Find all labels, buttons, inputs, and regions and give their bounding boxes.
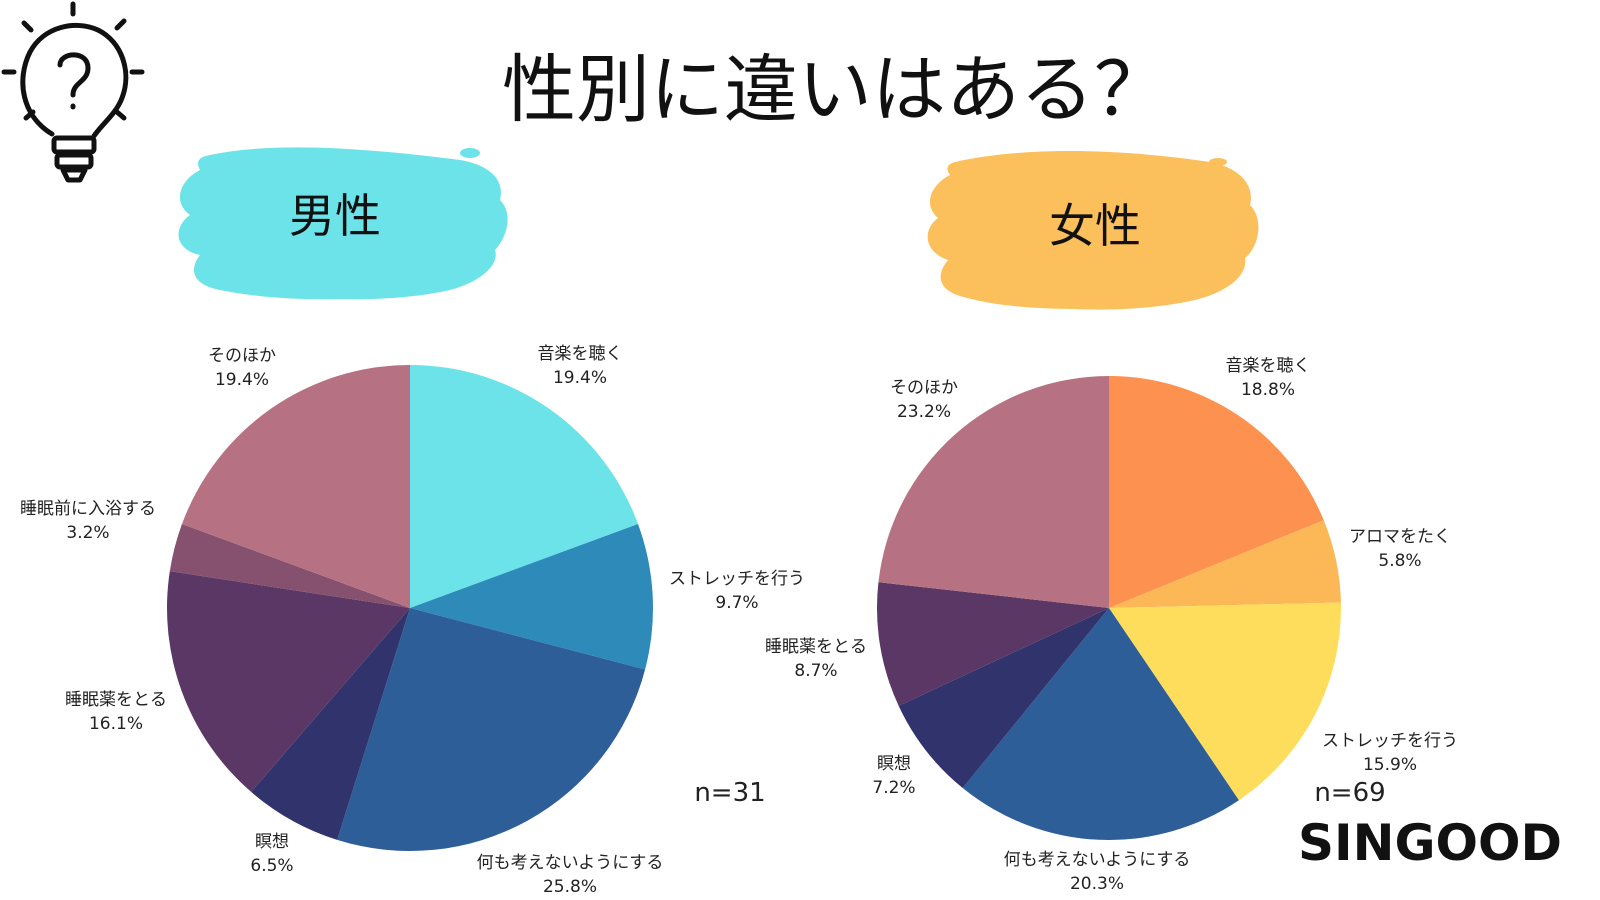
pie-slice	[251, 608, 410, 840]
slice-label: 音楽を聴く	[1226, 356, 1311, 376]
male-badge: 男性	[178, 147, 508, 300]
male-sample-size: n=31	[694, 778, 765, 808]
pie-slice	[898, 608, 1109, 789]
slice-label: 睡眠薬をとる	[65, 690, 167, 710]
female-pie-chart: 音楽を聴く 18.8% アロマをたく 5.8% ストレッチを行う 15.9% 何も考えないよ…	[765, 356, 1458, 894]
pie-slice	[1109, 602, 1342, 801]
slice-value-label: 5.8%	[1378, 551, 1421, 571]
female-badge-splash	[1209, 158, 1227, 166]
slice-value-label: 19.4%	[215, 370, 269, 390]
slice-label: 何も考えないようにする	[477, 853, 664, 873]
pie-slice	[181, 365, 410, 608]
pie-slice	[410, 523, 653, 670]
slice-label: 音楽を聴く	[538, 344, 623, 364]
pie-slice	[876, 582, 1109, 706]
slice-value-label: 6.5%	[250, 856, 293, 876]
slice-label: 睡眠前に入浴する	[20, 499, 156, 519]
female-badge: 女性	[927, 151, 1259, 310]
pie-slice	[962, 608, 1239, 840]
slice-value-label: 9.7%	[715, 593, 758, 613]
slice-label: 何も考えないようにする	[1004, 850, 1191, 870]
slice-label: ストレッチを行う	[669, 569, 805, 589]
slice-value-label: 16.1%	[89, 714, 143, 734]
slice-value-label: 20.3%	[1070, 874, 1124, 894]
female-chart-title: 女性	[1049, 199, 1141, 253]
slice-label: 瞑想	[877, 754, 911, 774]
male-chart-title: 男性	[289, 189, 381, 243]
pie-slice	[1109, 520, 1341, 608]
pie-slice	[166, 571, 410, 792]
pie-slice	[410, 365, 639, 608]
slice-value-label: 19.4%	[553, 368, 607, 388]
male-badge-brush	[178, 147, 508, 300]
slice-label: 瞑想	[255, 832, 289, 852]
slice-value-label: 8.7%	[794, 661, 837, 681]
lightbulb-question-icon	[1, 1, 145, 183]
slice-value-label: 3.2%	[66, 523, 109, 543]
female-sample-size: n=69	[1314, 778, 1385, 808]
brand-logo: SINGOOD	[1298, 814, 1562, 872]
slice-value-label: 25.8%	[543, 877, 597, 897]
pie-slice	[169, 523, 410, 608]
pie-slice	[878, 376, 1109, 608]
slice-value-label: 7.2%	[872, 778, 915, 798]
slice-label: そのほか	[208, 346, 276, 366]
pie-slice	[337, 608, 646, 852]
slice-value-label: 15.9%	[1363, 755, 1417, 775]
slice-label: そのほか	[890, 378, 958, 398]
slice-label: 睡眠薬をとる	[765, 637, 867, 657]
male-pie-chart: 音楽を聴く 19.4% ストレッチを行う 9.7% 何も考えないようにする 25.8% 瞑想…	[20, 344, 805, 897]
slice-value-label: 18.8%	[1241, 380, 1295, 400]
pie-slice	[1109, 376, 1324, 608]
page-title: 性別に違いはある？	[502, 47, 1168, 133]
slice-label: ストレッチを行う	[1322, 731, 1458, 751]
female-badge-brush	[927, 151, 1259, 310]
slice-label: アロマをたく	[1349, 527, 1451, 547]
slice-value-label: 23.2%	[897, 402, 951, 422]
male-badge-splash	[460, 148, 480, 158]
